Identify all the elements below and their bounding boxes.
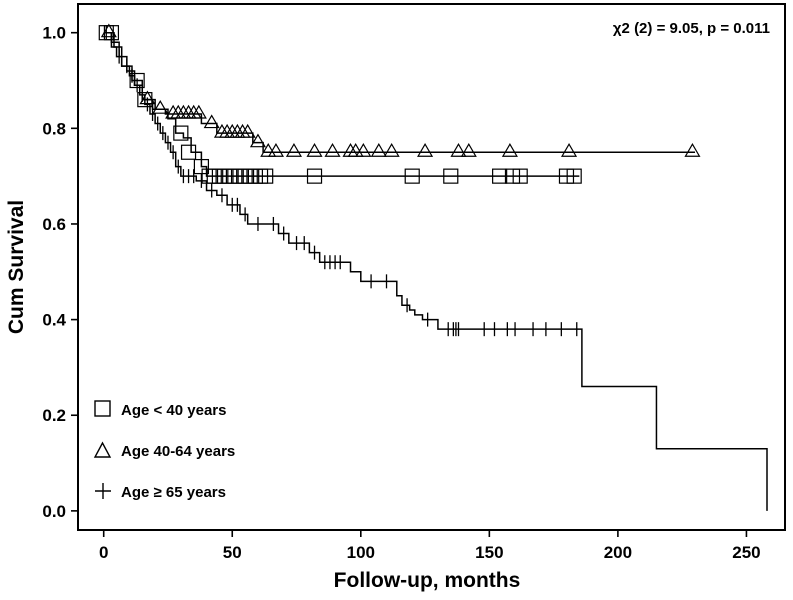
x-tick-label: 0 — [99, 543, 108, 562]
censor-triangle-marker — [306, 143, 323, 157]
y-axis-title: Cum Survival — [5, 200, 28, 334]
censor-square-marker — [443, 168, 459, 184]
censor-triangle-marker — [324, 143, 341, 157]
legend: Age < 40 years Age 40-64 years Age ≥ 65 … — [93, 400, 235, 501]
y-tick-label: 0.6 — [42, 215, 66, 234]
censor-square-marker — [404, 168, 420, 184]
censor-triangle-marker — [100, 23, 117, 38]
censor-square-marker — [512, 168, 528, 184]
censor-triangle-marker — [239, 123, 256, 138]
censor-triangle-marker — [285, 143, 303, 157]
x-tick-label: 50 — [223, 543, 242, 562]
x-tick-label: 100 — [347, 543, 375, 562]
censor-triangle-marker — [560, 143, 578, 157]
censor-square-marker — [492, 168, 508, 184]
y-tick-label: 0.4 — [42, 311, 66, 330]
plot-frame — [77, 3, 786, 531]
censor-triangle-marker — [347, 143, 364, 157]
censor-square-marker — [566, 168, 582, 184]
y-tick-label: 0.8 — [42, 119, 66, 138]
censor-square-marker — [258, 168, 274, 184]
censor-square-marker — [180, 144, 197, 160]
censor-triangle-marker — [267, 143, 285, 157]
censor-triangle-marker — [460, 143, 477, 157]
censor-square-marker — [193, 158, 210, 175]
censor-triangle-marker — [190, 104, 207, 119]
y-tick-label: 0.0 — [42, 502, 66, 521]
survival-curve — [103, 31, 768, 511]
y-tick-label: 0.2 — [42, 406, 66, 425]
series-triangle — [100, 23, 701, 157]
censor-triangle-marker — [370, 143, 387, 157]
censor-square-marker — [504, 168, 521, 184]
x-axis-title: Follow-up, months — [334, 569, 521, 592]
legend-square-marker — [94, 400, 111, 417]
censor-square-marker — [558, 168, 575, 184]
censor-triangle-marker — [152, 100, 169, 114]
censor-triangle-marker — [260, 143, 277, 157]
censor-square-marker — [306, 168, 323, 184]
censor-triangle-marker — [450, 143, 467, 157]
legend-plus-marker — [95, 483, 111, 499]
censor-triangle-marker — [383, 143, 400, 157]
legend-item-40-64: Age 40-64 years — [93, 441, 235, 460]
censor-triangle-marker — [501, 143, 518, 157]
axes: 0 50 100 150 200 250 0.0 0.2 0.4 0.6 0.8 1.0 — [42, 24, 760, 562]
survival-curve — [103, 31, 696, 153]
censor-triangle-marker — [249, 133, 267, 148]
legend-label-40-64: Age 40-64 years — [121, 443, 235, 460]
chart-annotation: χ2 (2) = 9.05, p = 0.011 — [613, 20, 770, 37]
series-layer — [98, 23, 768, 511]
legend-triangle-marker — [93, 441, 112, 458]
censor-triangle-marker — [417, 143, 434, 157]
legend-label-under-40: Age < 40 years — [121, 402, 227, 419]
legend-item-65-plus: Age ≥ 65 years — [95, 483, 226, 501]
censor-triangle-marker — [355, 143, 372, 157]
legend-item-under-40: Age < 40 years — [94, 400, 227, 419]
x-tick-label: 250 — [732, 543, 760, 562]
censor-triangle-marker — [203, 114, 220, 129]
series-plus — [103, 25, 768, 511]
y-tick-label: 1.0 — [42, 24, 66, 43]
x-tick-label: 150 — [475, 543, 503, 562]
censor-triangle-marker — [342, 143, 359, 157]
censor-square-marker — [173, 125, 189, 141]
series-square — [98, 25, 582, 184]
legend-label-65-plus: Age ≥ 65 years — [121, 484, 226, 501]
x-tick-label: 200 — [604, 543, 632, 562]
censor-triangle-marker — [684, 143, 701, 157]
